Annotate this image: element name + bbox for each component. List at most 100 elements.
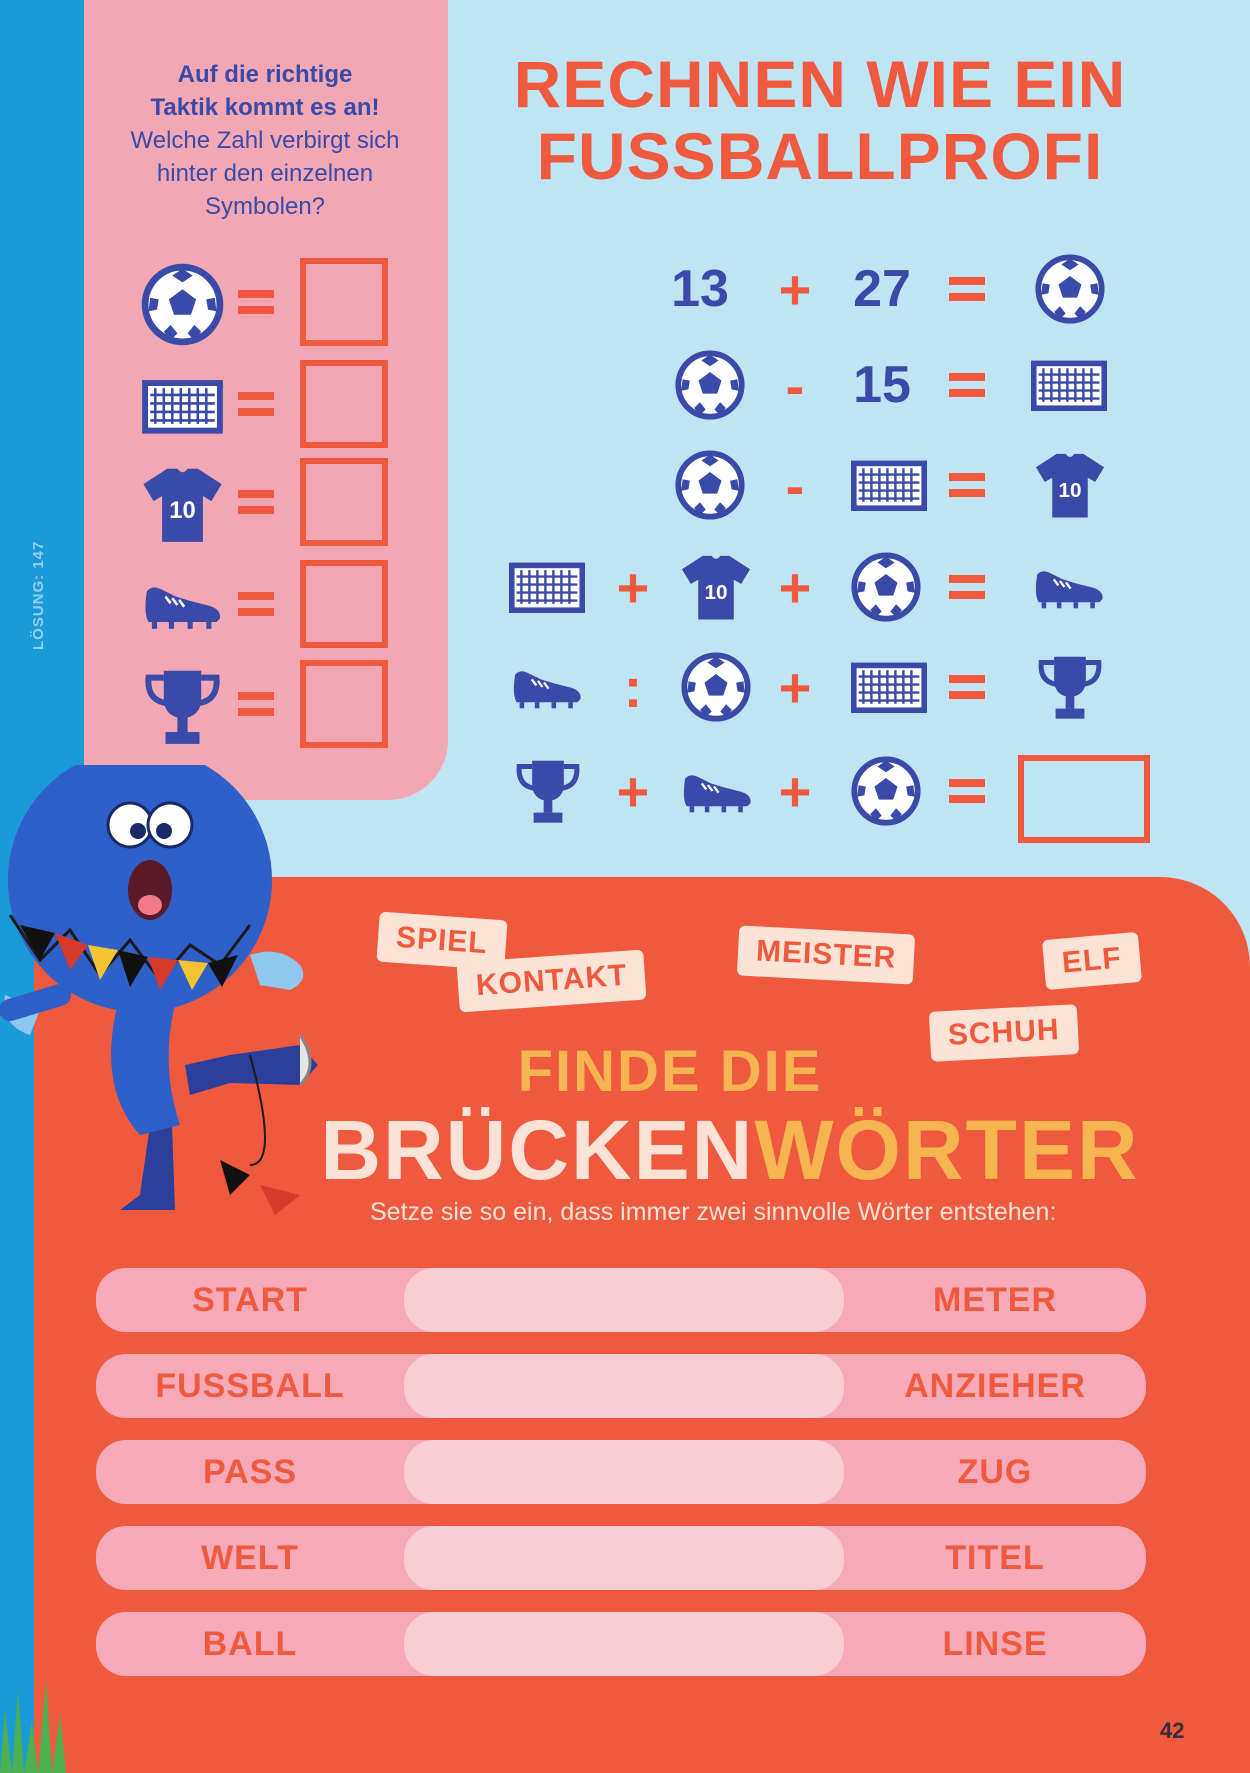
word-row: WELT TITEL — [96, 1526, 1146, 1590]
blank-field[interactable] — [404, 1526, 844, 1590]
ball-icon — [140, 262, 225, 347]
grass-illustration — [0, 1680, 66, 1773]
jersey-icon — [1030, 440, 1110, 530]
intro-bold-2: Taktik kommt es an! — [150, 94, 380, 121]
equation-5: : + — [490, 642, 1190, 732]
ball-icon — [846, 542, 926, 632]
operator: - — [785, 453, 805, 517]
operator: + — [616, 555, 650, 619]
legend-row-ball — [140, 258, 400, 352]
operator: : — [623, 655, 643, 719]
operator: + — [778, 257, 812, 321]
operator: + — [616, 759, 650, 823]
right-word: TITEL — [945, 1538, 1045, 1577]
equals-icon — [942, 642, 992, 732]
boot-icon — [1026, 542, 1112, 632]
trophy-icon — [1030, 642, 1110, 732]
equals-icon — [942, 440, 992, 530]
jersey-icon — [140, 462, 225, 547]
equals-icon — [236, 384, 276, 424]
goal-icon — [140, 376, 225, 436]
equals-icon — [942, 244, 992, 334]
legend-row-trophy — [140, 660, 400, 754]
word-row: START METER — [96, 1268, 1146, 1332]
blank-field[interactable] — [404, 1354, 844, 1418]
ball-icon — [670, 340, 750, 430]
operator: - — [785, 353, 805, 417]
number: 15 — [853, 356, 911, 414]
boot-icon — [674, 746, 760, 836]
blank-field[interactable] — [404, 1440, 844, 1504]
word-row: BALL LINSE — [96, 1612, 1146, 1676]
equation-6: + + — [490, 746, 1190, 836]
equals-icon — [942, 542, 992, 632]
left-word: PASS — [202, 1452, 298, 1491]
find-heading-part-b: WÖRTER — [754, 1103, 1140, 1197]
ball-icon — [846, 746, 926, 836]
right-word: ZUG — [957, 1452, 1033, 1491]
left-word: FUSSBALL — [155, 1366, 345, 1405]
answer-box[interactable] — [300, 458, 388, 546]
answer-box[interactable] — [300, 560, 388, 648]
equation-1: 13 + 27 — [490, 244, 1190, 334]
trophy-icon — [140, 664, 225, 749]
equals-icon — [236, 584, 276, 624]
left-word: START — [192, 1280, 308, 1319]
operator: + — [778, 655, 812, 719]
equals-icon — [236, 482, 276, 522]
legend-row-boot — [140, 560, 400, 654]
find-heading-1: FINDE DIE — [517, 1039, 823, 1104]
equation-3: - — [490, 440, 1190, 530]
mascot-illustration — [0, 765, 318, 1215]
right-word: ANZIEHER — [904, 1366, 1086, 1405]
goal-icon — [504, 542, 590, 632]
equation-4: + + — [490, 542, 1190, 632]
blank-field[interactable] — [404, 1268, 844, 1332]
intro-bold-1: Auf die richtige — [177, 61, 353, 88]
right-word: METER — [933, 1280, 1057, 1319]
operator: + — [778, 555, 812, 619]
jersey-icon — [676, 542, 756, 632]
word-row: PASS ZUG — [96, 1440, 1146, 1504]
right-word: LINSE — [942, 1624, 1048, 1663]
intro-text: Auf die richtige Taktik kommt es an! Wel… — [120, 58, 410, 223]
title-line-2: FUSSBALLPROFI — [536, 119, 1104, 193]
equals-icon — [942, 340, 992, 430]
answer-box[interactable] — [300, 258, 388, 346]
equation-2: - 15 — [490, 340, 1190, 430]
intro-question: Welche Zahl verbirgt sich hinter den ein… — [130, 127, 400, 220]
solution-label: LÖSUNG: 147 — [30, 540, 47, 650]
instruction-text: Setze sie so ein, dass immer zwei sinnvo… — [370, 1198, 1057, 1226]
word-row: FUSSBALL ANZIEHER — [96, 1354, 1146, 1418]
boot-icon — [140, 578, 225, 632]
operator: + — [778, 759, 812, 823]
ball-icon — [676, 642, 756, 732]
legend-row-jersey — [140, 458, 400, 552]
blank-field[interactable] — [404, 1612, 844, 1676]
ball-icon — [670, 440, 750, 530]
page-title: RECHNEN WIE EIN FUSSBALLPROFI — [480, 48, 1160, 192]
left-word: WELT — [201, 1538, 299, 1577]
answer-box[interactable] — [300, 360, 388, 448]
goal-icon — [846, 440, 932, 530]
page-number: 42 — [1160, 1718, 1185, 1743]
final-answer-box[interactable] — [1018, 755, 1150, 843]
word-tag-meister[interactable]: MEISTER — [736, 925, 916, 985]
number: 13 — [671, 260, 729, 318]
answer-box[interactable] — [300, 660, 388, 748]
equals-icon — [236, 684, 276, 724]
title-line-1: RECHNEN WIE EIN — [513, 47, 1127, 121]
boot-icon — [504, 642, 590, 732]
find-heading-part-a: BRÜCKEN — [320, 1103, 755, 1197]
trophy-icon — [508, 746, 588, 836]
goal-icon — [846, 642, 932, 732]
equals-icon — [236, 282, 276, 322]
left-word: BALL — [202, 1624, 298, 1663]
word-tag-schuh[interactable]: SCHUH — [928, 1004, 1079, 1062]
goal-icon — [1026, 340, 1112, 430]
ball-icon — [1030, 244, 1110, 334]
number: 27 — [853, 260, 911, 318]
word-tag-elf[interactable]: ELF — [1042, 931, 1142, 991]
find-heading-2: BRÜCKENWÖRTER — [300, 1102, 1160, 1199]
equals-icon — [942, 746, 992, 836]
